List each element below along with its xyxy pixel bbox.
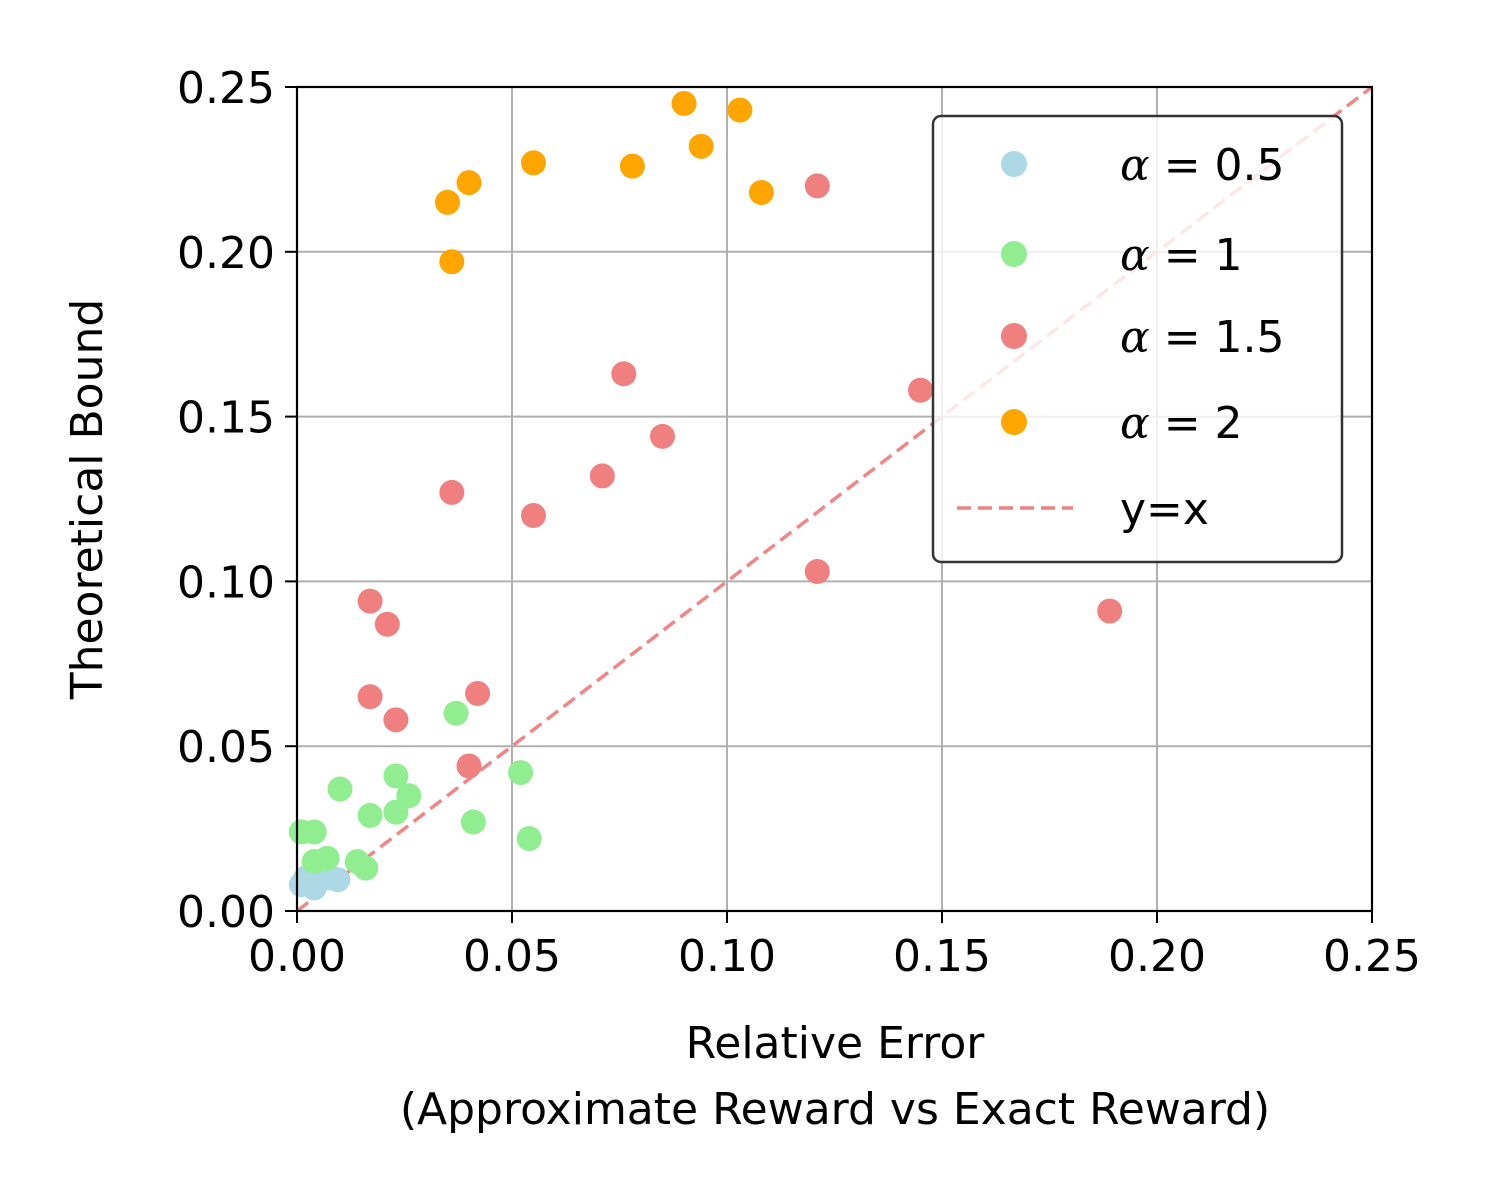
data-point bbox=[396, 783, 422, 809]
y-tick-label: 0.20 bbox=[177, 228, 275, 279]
data-point bbox=[314, 845, 340, 871]
legend-label: α = 2 bbox=[1120, 398, 1243, 449]
axis-ticks: 0.00 0.05 0.10 0.15 0.20 0.25 0.00 0.05 0.10 0.15… bbox=[177, 63, 1421, 982]
data-point bbox=[650, 423, 675, 449]
legend-label: α = 1 bbox=[1120, 230, 1243, 281]
series-4 bbox=[435, 90, 774, 275]
data-point bbox=[460, 809, 486, 835]
y-tick-label: 0.10 bbox=[177, 557, 275, 608]
data-point bbox=[435, 189, 460, 215]
legend-label: α = 1.5 bbox=[1120, 312, 1285, 363]
data-point bbox=[439, 479, 465, 505]
data-point bbox=[688, 133, 714, 159]
data-point bbox=[508, 760, 534, 786]
data-point bbox=[727, 97, 753, 123]
data-point bbox=[516, 825, 542, 851]
y-tick-label: 0.05 bbox=[177, 722, 275, 773]
data-point bbox=[325, 867, 351, 893]
data-point bbox=[589, 463, 615, 489]
data-point bbox=[456, 753, 482, 779]
data-point bbox=[804, 173, 830, 199]
series-2 bbox=[288, 700, 542, 881]
data-point bbox=[357, 588, 383, 614]
y-tick-label: 0.00 bbox=[177, 887, 275, 938]
data-point bbox=[908, 377, 933, 403]
data-point bbox=[301, 819, 327, 845]
legend-marker bbox=[1001, 241, 1027, 267]
legend-marker bbox=[1001, 409, 1027, 435]
data-point bbox=[671, 90, 697, 116]
legend: α = 0.5 α = 1 α = 1.5 α = 2 y=x bbox=[931, 114, 1344, 564]
data-point bbox=[619, 153, 645, 179]
legend-marker bbox=[1001, 323, 1027, 349]
x-tick-label: 0.10 bbox=[678, 931, 776, 982]
x-tick-label: 0.20 bbox=[1108, 931, 1206, 982]
legend-label: α = 0.5 bbox=[1120, 140, 1285, 191]
y-axis-label: Theoretical Bound bbox=[62, 299, 113, 701]
data-point bbox=[1097, 598, 1123, 624]
data-point bbox=[439, 249, 465, 275]
data-point bbox=[443, 700, 469, 726]
data-point bbox=[327, 776, 353, 802]
legend-box bbox=[931, 114, 1344, 564]
x-tick-label: 0.05 bbox=[463, 931, 561, 982]
data-point bbox=[383, 707, 409, 733]
reference-line-layer bbox=[295, 85, 1374, 913]
data-point bbox=[521, 150, 546, 176]
data-point bbox=[357, 684, 383, 710]
data-point bbox=[804, 559, 830, 585]
x-tick-label: 0.00 bbox=[248, 931, 346, 982]
data-point bbox=[383, 763, 409, 789]
x-axis-label: Relative Error bbox=[686, 1018, 986, 1069]
data-point bbox=[748, 179, 774, 205]
plot-frame bbox=[295, 85, 1374, 913]
series-3 bbox=[357, 173, 1123, 779]
x-tick-label: 0.15 bbox=[893, 931, 991, 982]
data-point bbox=[374, 611, 400, 637]
data-points bbox=[288, 90, 1123, 901]
data-point bbox=[353, 855, 379, 881]
data-point bbox=[611, 361, 637, 387]
data-point bbox=[456, 170, 482, 196]
x-axis-label-line2: (Approximate Reward vs Exact Reward) bbox=[400, 1084, 1270, 1135]
legend-marker bbox=[1001, 151, 1027, 177]
legend-label: y=x bbox=[1120, 484, 1209, 535]
reference-line-y-equals-x bbox=[295, 85, 1374, 913]
data-point bbox=[357, 802, 383, 828]
x-tick-label: 0.25 bbox=[1323, 931, 1421, 982]
data-point bbox=[521, 502, 546, 528]
y-tick-label: 0.25 bbox=[177, 63, 275, 114]
y-tick-label: 0.15 bbox=[177, 393, 275, 444]
data-point bbox=[465, 680, 491, 706]
